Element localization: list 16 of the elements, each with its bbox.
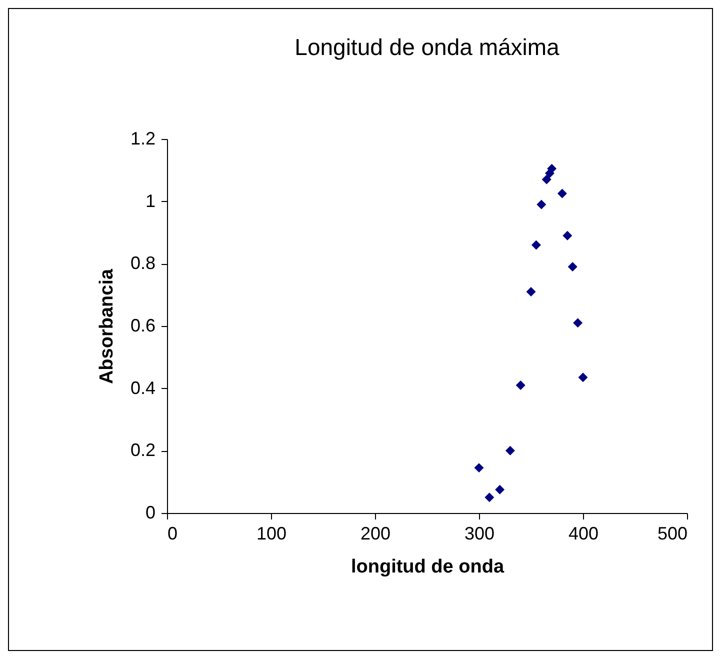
y-tick-label: 0.4	[130, 378, 156, 398]
x-tick-label: 200	[360, 524, 391, 544]
x-axis-title: longitud de onda	[350, 556, 504, 578]
y-axis-title: Absorbancia	[96, 268, 118, 384]
x-tick-label: 500	[657, 524, 688, 544]
y-tick-label: 0	[145, 502, 156, 522]
x-tick-label: 400	[568, 524, 599, 544]
y-tick-label: 1.2	[130, 128, 156, 148]
y-tick-label: 1	[145, 190, 156, 211]
y-tick-label: 0.8	[130, 253, 156, 274]
x-tick-label: 100	[256, 524, 287, 544]
chart-title: Longitud de onda máxima	[294, 34, 560, 60]
x-tick-label: 300	[464, 524, 495, 544]
y-tick-label: 0.2	[130, 440, 156, 460]
x-tick-label: 0	[168, 524, 178, 544]
y-tick-label: 0.6	[130, 316, 156, 336]
